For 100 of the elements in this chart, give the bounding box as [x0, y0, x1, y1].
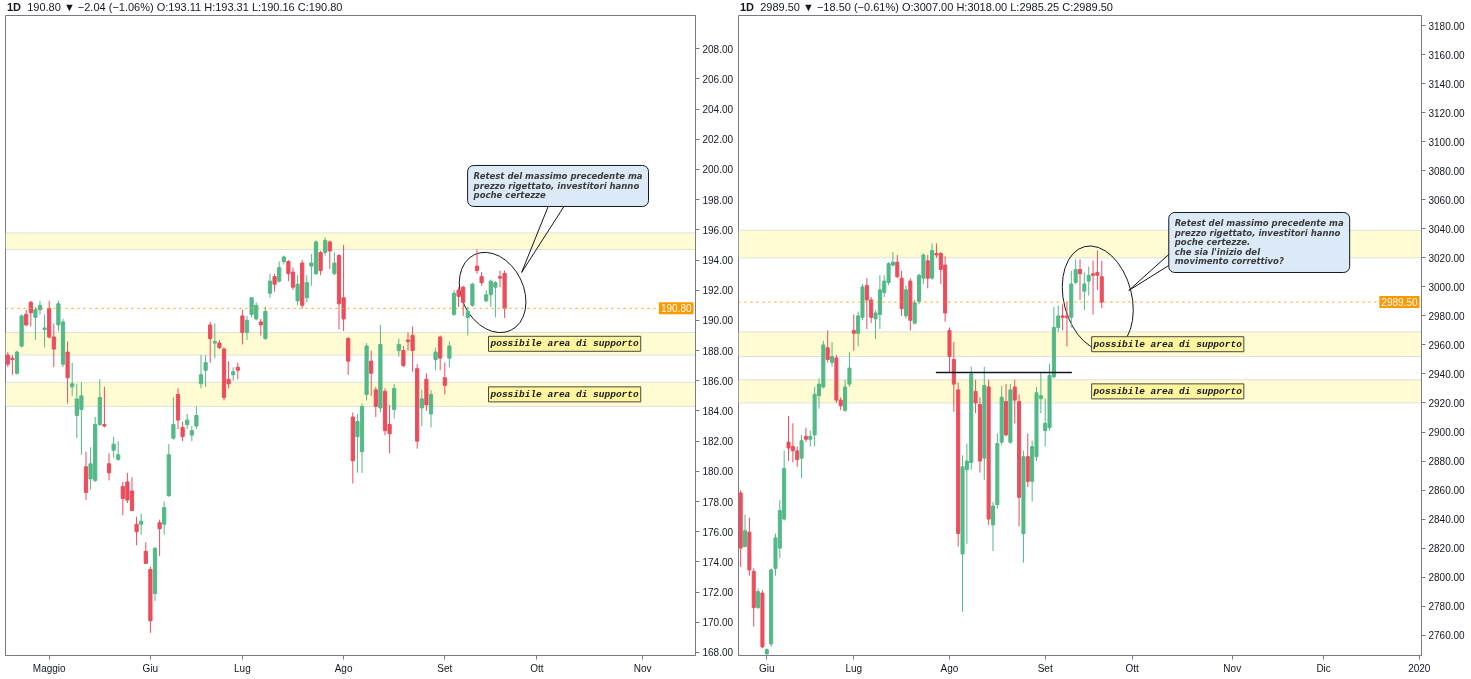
candlestick [203, 354, 208, 388]
candlestick [1082, 271, 1087, 311]
y-tick-label: 3100.00 [1428, 136, 1466, 148]
y-tick-label: 172.00 [702, 587, 734, 599]
chart-title: 1D [740, 1, 755, 13]
candlestick [451, 289, 457, 317]
candlestick [70, 362, 75, 397]
y-tick-label: 206.00 [702, 73, 734, 85]
candlestick [171, 396, 176, 441]
candlestick [447, 341, 452, 368]
y-tick-label: 3140.00 [1428, 78, 1466, 90]
y-tick-label: 202.00 [702, 134, 734, 146]
candlestick [28, 300, 33, 327]
candlestick [208, 321, 213, 364]
chart-title: 1D [7, 1, 22, 13]
x-tick-label: Giu [142, 662, 159, 674]
y-tick-label: 192.00 [702, 285, 734, 297]
candlestick [129, 476, 135, 512]
candlestick [456, 286, 461, 308]
candlestick [10, 354, 15, 376]
chart-subtitle: 190.80 ▼ −2.04 (−1.06%) O:193.11 H:193.31 L:190.16 C:190.80 [27, 1, 343, 13]
candlestick [42, 313, 47, 349]
candlestick [419, 389, 424, 427]
candlestick [198, 354, 204, 389]
candlestick [790, 422, 795, 463]
candlestick [465, 306, 470, 336]
x-tick-label: Maggio [32, 662, 67, 674]
y-tick-label: 204.00 [702, 104, 734, 116]
y-tick-label: 178.00 [702, 496, 734, 508]
y-tick-label: 3160.00 [1428, 49, 1466, 61]
candlestick [277, 261, 282, 284]
candlestick [1064, 300, 1069, 347]
candlestick [895, 254, 900, 279]
x-tick-label: Ott [1125, 662, 1140, 674]
candlestick [111, 436, 116, 459]
y-tick-label: 2940.00 [1428, 368, 1466, 380]
band-label: possibile area di supporto [489, 338, 640, 350]
y-tick-label: 3040.00 [1428, 223, 1466, 235]
candlestick [410, 325, 415, 373]
candlestick [327, 239, 332, 270]
candlestick [249, 297, 254, 318]
candlestick [162, 501, 167, 536]
candlestick [925, 254, 930, 289]
candlestick [1077, 258, 1083, 301]
candlestick [102, 386, 107, 429]
candlestick [799, 434, 804, 479]
band-label: possibile area di supporto [1092, 385, 1243, 397]
x-tick-label: Giu [759, 662, 775, 674]
x-tick-label: Set [1037, 662, 1053, 674]
x-tick-label: Ago [334, 662, 353, 674]
y-tick-label: 198.00 [702, 194, 734, 206]
x-tick-label: Nov [1223, 662, 1242, 674]
candlestick [756, 588, 761, 610]
y-tick-label: 170.00 [702, 617, 734, 629]
candlestick [157, 519, 162, 557]
candlestick [323, 236, 328, 256]
y-tick-label: 186.00 [702, 375, 734, 387]
candlestick [194, 405, 199, 430]
x-tick-label: Dic [1316, 662, 1331, 674]
candlestick [79, 381, 84, 456]
candlestick [1060, 303, 1065, 331]
candlestick [392, 383, 397, 420]
y-tick-label: 2960.00 [1428, 339, 1466, 351]
candlestick [106, 452, 112, 481]
candlestick [1091, 260, 1096, 315]
y-tick-label: 194.00 [702, 255, 734, 267]
candlestick [37, 300, 43, 315]
candlestick [474, 248, 480, 275]
candlestick [244, 315, 250, 341]
y-tick-label: 2840.00 [1428, 514, 1466, 526]
y-tick-label: 2900.00 [1428, 427, 1466, 439]
candlestick [428, 389, 434, 429]
candlestick [318, 250, 323, 276]
candlestick [396, 338, 401, 358]
candlestick [433, 347, 438, 371]
candlestick [438, 335, 443, 371]
y-tick-label: 196.00 [702, 224, 734, 236]
candlestick [825, 329, 830, 363]
candlestick [803, 427, 808, 443]
x-tick-label: Lug [845, 662, 863, 674]
candlestick [369, 350, 374, 397]
candlestick [786, 415, 791, 462]
candlestick [139, 513, 144, 536]
band-label: possibile area di supporto [489, 388, 640, 400]
annotation: Retest del massimo precedente ma prezzo rigettato, investitori hanno poche certezze [472, 171, 643, 201]
y-tick-label: 3080.00 [1428, 165, 1466, 177]
x-tick-label: 2020 [1408, 662, 1431, 674]
y-tick-label: 3180.00 [1428, 20, 1466, 32]
candlestick [341, 244, 346, 332]
y-tick-label: 3060.00 [1428, 194, 1466, 206]
y-tick-label: 3120.00 [1428, 107, 1466, 119]
y-tick-label: 190.00 [702, 315, 734, 327]
x-tick-label: Set [437, 662, 453, 674]
candlestick [743, 514, 748, 548]
candlestick [143, 541, 148, 564]
y-tick-label: 180.00 [702, 466, 734, 478]
x-tick-label: Nov [633, 662, 652, 674]
x-tick-label: Ott [530, 662, 544, 674]
x-tick-label: Lug [234, 662, 251, 674]
y-tick-label: 2820.00 [1428, 543, 1466, 555]
